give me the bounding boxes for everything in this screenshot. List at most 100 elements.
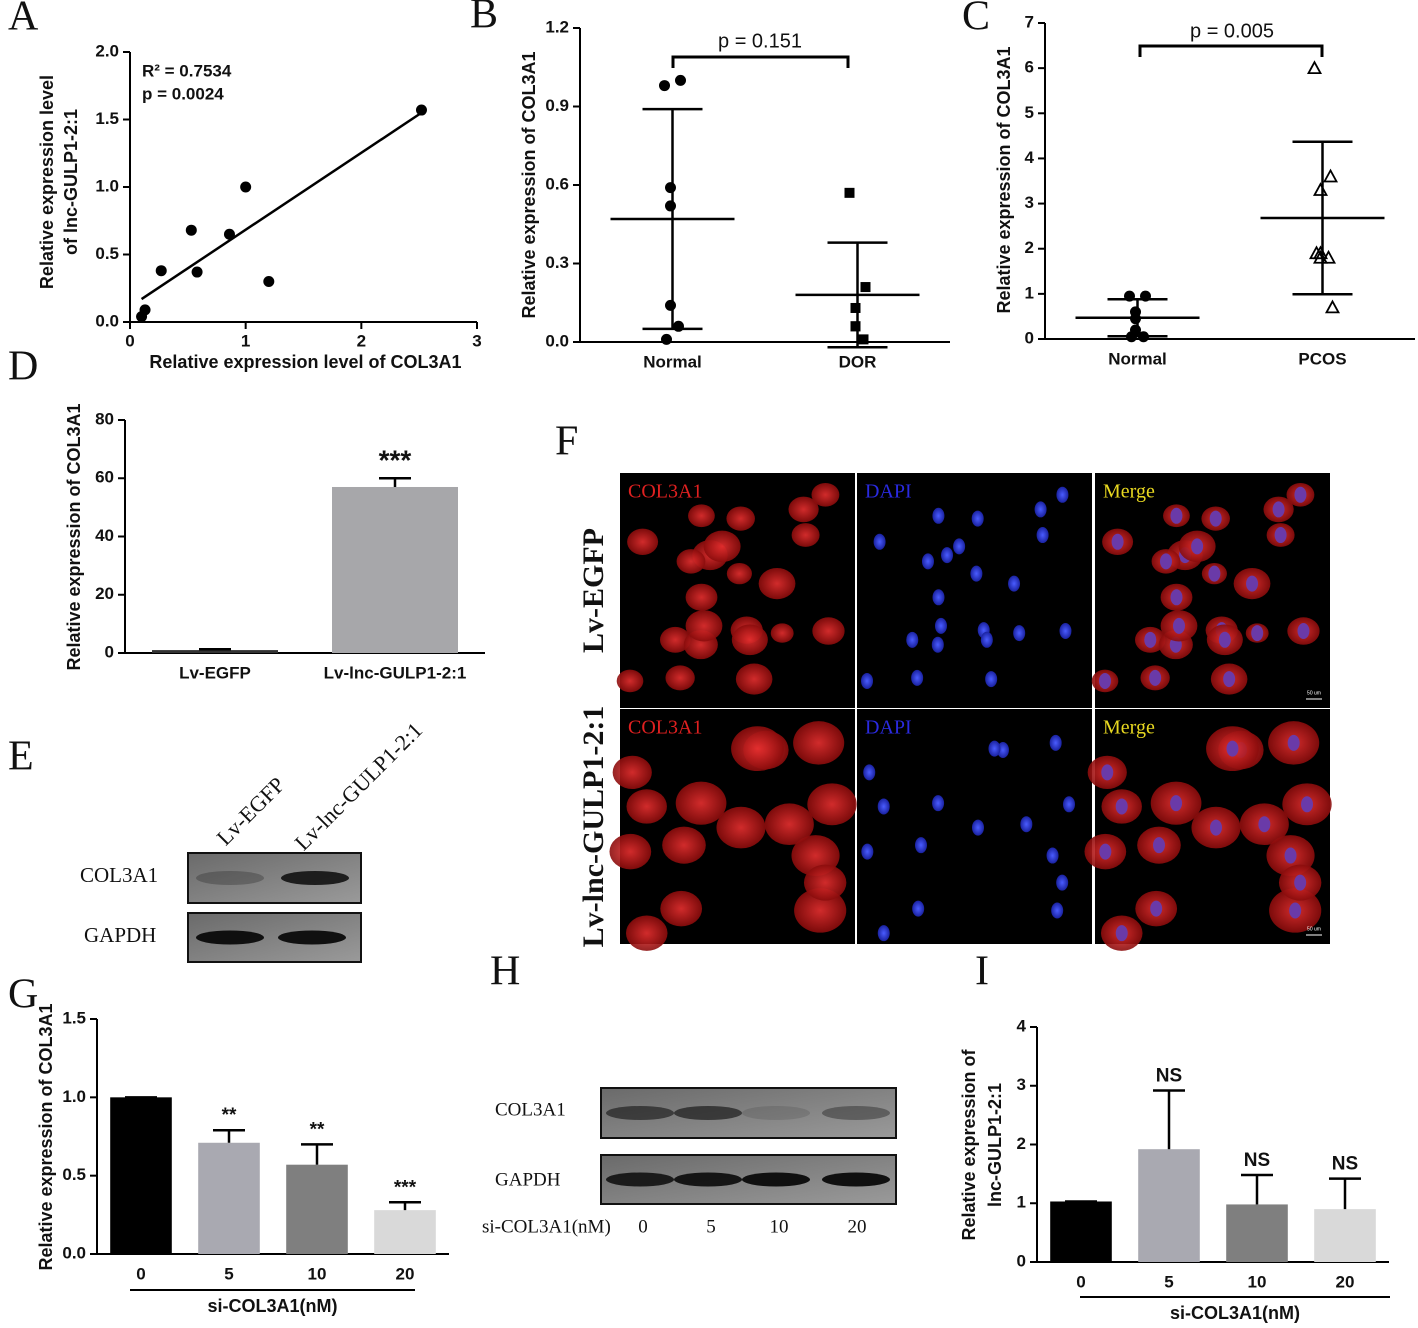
cell [660,890,703,927]
nucleus [1258,816,1271,833]
cell [685,610,723,642]
lane-label: 10 [770,1216,789,1237]
y-tick-label: 2.0 [95,41,119,60]
point [858,334,869,345]
x-tick-label: 0 [125,331,134,350]
cell [811,482,840,507]
y-tick-label: 0.3 [545,253,569,272]
cell [616,669,644,693]
nucleus [1063,796,1076,813]
nucleus [1208,565,1221,582]
x-tick-label: Lv-EGFP [179,663,251,682]
lane-label: Lv-EGFP [211,772,289,850]
y-axis-title: lnc-GULP1-2:1 [985,1083,1005,1207]
bar [1226,1204,1288,1262]
nucleus [914,837,927,854]
bar [198,1142,260,1254]
bar [286,1164,348,1254]
point [860,282,871,293]
lane-label: 20 [848,1216,867,1237]
point [665,182,676,194]
nucleus [1111,533,1124,550]
point [1130,313,1141,325]
significance-label: *** [379,445,412,476]
panel-label: I [975,949,989,995]
blot-band [606,1106,674,1120]
cell [660,626,691,653]
scale-bar-label: 50 um [1307,690,1321,696]
x-tick-label: DOR [839,352,877,371]
nucleus [1046,847,1059,864]
y-tick-label: 0.0 [95,311,119,330]
row-label: COL3A1 [495,1099,566,1120]
annotation: p = 0.0024 [142,84,224,103]
y-tick-label: 3 [1017,1075,1026,1094]
y-tick-label: 3 [1025,193,1034,212]
panel-label: E [8,734,34,780]
cell [793,721,845,765]
cell [612,755,652,790]
cell [731,726,784,772]
point [1320,249,1337,264]
blot-band [278,930,346,945]
nucleus [1209,819,1222,836]
y-tick-label: 4 [1025,148,1035,167]
point [415,104,427,116]
micrograph: COL3A1 [616,473,855,708]
panel-label: F [555,419,578,465]
nucleus [1034,501,1047,518]
panel-label: G [8,972,38,1018]
nucleus [1287,734,1300,751]
y-axis-title: Relative expression level [37,75,57,289]
x-tick-label: 0 [1076,1272,1085,1291]
nucleus [1289,902,1302,919]
panel-label: B [470,0,498,38]
x-tick-label: 1 [241,331,250,350]
lane-label: 5 [706,1216,716,1237]
y-tick-label: 20 [95,584,114,603]
nucleus [1152,837,1165,854]
y-tick-label: 0 [1017,1251,1026,1270]
nucleus [932,507,945,524]
x-tick-label: 20 [1336,1272,1355,1291]
panel-label: A [8,0,39,40]
y-tick-label: 1.0 [62,1087,86,1106]
point [1306,60,1323,75]
nucleus [1150,900,1163,917]
nucleus [1013,625,1026,642]
nucleus [932,589,945,606]
y-axis-title: of lnc-GULP1-2:1 [61,109,81,255]
annotation: p = 0.005 [1190,20,1274,42]
cell [662,826,706,864]
row-label: COL3A1 [80,863,158,887]
y-tick-label: 5 [1025,103,1034,122]
micrograph: COL3A1 [609,709,857,951]
micrograph: Merge 50 um [1084,709,1332,951]
nucleus [921,553,934,570]
nucleus [873,533,886,550]
cell [770,623,794,643]
y-axis-title: Relative expression of COL3A1 [36,1003,56,1270]
significance-bracket [1138,44,1324,57]
nucleus [1209,510,1222,527]
point [659,80,670,92]
nucleus [1149,669,1162,686]
y-tick-label: 40 [95,526,114,545]
row-label: GAPDH [84,923,156,947]
y-axis-title: Relative expression of COL3A1 [519,51,539,318]
significance-label: NS [1332,1154,1358,1175]
fit-line [140,111,423,301]
nucleus [861,672,874,689]
y-axis-title: Relative expression of COL3A1 [64,403,84,670]
y-tick-label: 0.0 [62,1243,86,1262]
nucleus [1226,740,1239,757]
blot-band [196,871,264,885]
x-tick-label: 0 [136,1264,145,1283]
nucleus [1172,617,1185,634]
bar [110,1097,172,1254]
cell [812,617,845,645]
nucleus [932,795,945,812]
nucleus [1301,796,1314,813]
annotation: R² = 0.7534 [142,61,232,80]
